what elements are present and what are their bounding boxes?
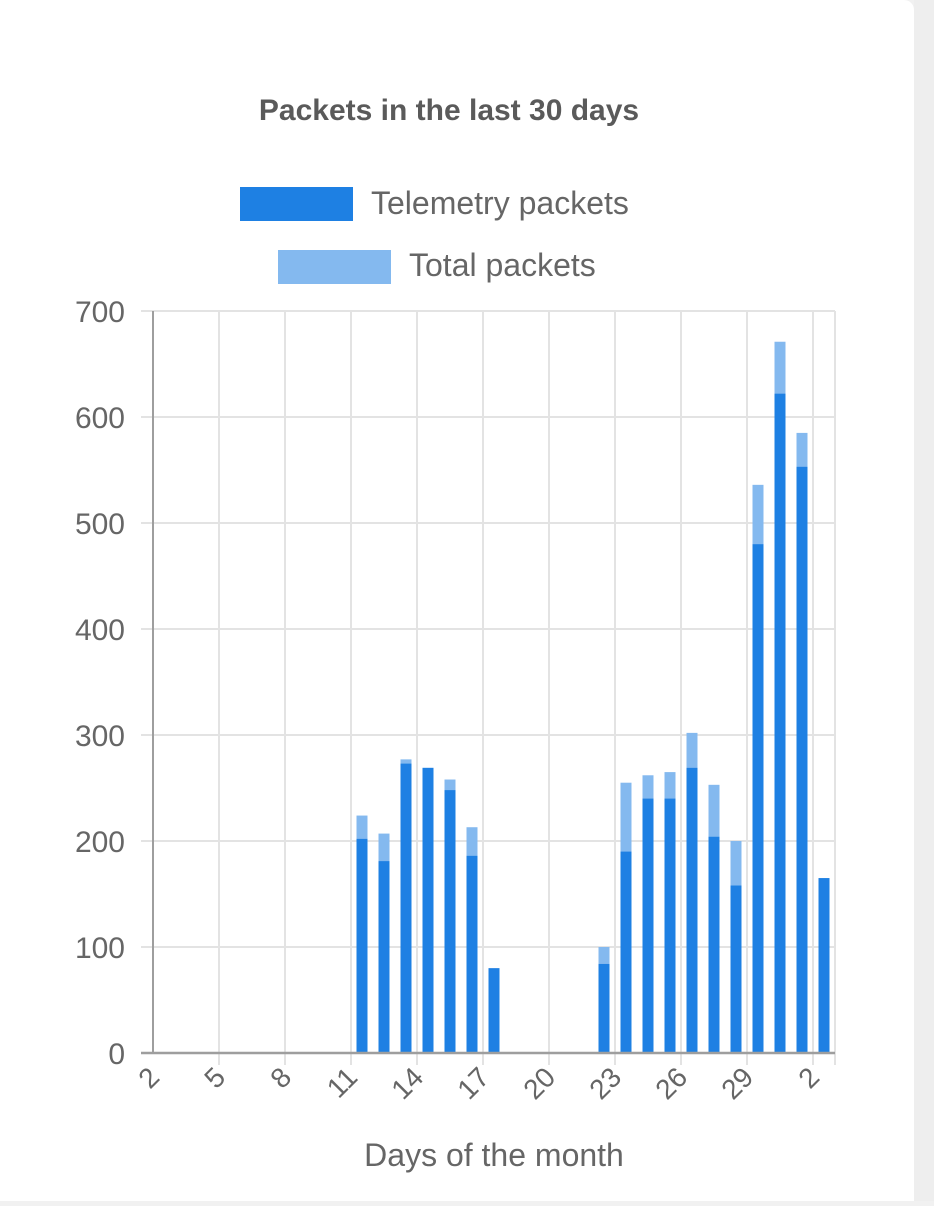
bar-telemetry[interactable] <box>752 544 764 1053</box>
legend-swatch-telemetry <box>240 187 353 221</box>
y-tick-label: 500 <box>75 508 125 541</box>
bar-telemetry[interactable] <box>356 838 368 1053</box>
x-tick-label: 8 <box>264 1061 297 1094</box>
bar-telemetry[interactable] <box>598 963 610 1053</box>
bar-telemetry[interactable] <box>708 836 720 1053</box>
y-tick-label: 600 <box>75 402 125 435</box>
x-tick-label: 2 <box>792 1061 825 1094</box>
bar-telemetry[interactable] <box>488 968 500 1053</box>
bar-telemetry[interactable] <box>400 763 412 1053</box>
bar-telemetry[interactable] <box>664 798 676 1053</box>
bar-telemetry[interactable] <box>730 885 742 1053</box>
legend-item-total[interactable]: Total packets <box>278 247 596 284</box>
y-tick-label: 200 <box>75 826 125 859</box>
x-tick-label: 23 <box>583 1061 627 1105</box>
x-tick-label: 20 <box>517 1061 561 1105</box>
y-tick-label: 0 <box>108 1038 125 1071</box>
legend-label-total: Total packets <box>409 247 596 283</box>
y-axis-ticks: 0 100 200 300 400 500 600 700 <box>75 296 125 1071</box>
x-tick-label: 17 <box>451 1061 495 1105</box>
bar-telemetry[interactable] <box>686 767 698 1053</box>
legend-item-telemetry[interactable]: Telemetry packets <box>240 185 629 221</box>
x-tick-label: 5 <box>198 1061 231 1094</box>
bar-telemetry[interactable] <box>774 393 786 1053</box>
bar-telemetry[interactable] <box>378 861 390 1053</box>
x-tick-label: 2 <box>132 1061 165 1094</box>
bar-telemetry[interactable] <box>796 466 808 1053</box>
y-tick-label: 400 <box>75 614 125 647</box>
x-axis-ticks: 2 5 8 11 14 17 20 23 26 29 2 <box>132 1061 825 1105</box>
x-tick-label: 26 <box>649 1061 693 1105</box>
chart-title: Packets in the last 30 days <box>259 94 639 127</box>
legend-swatch-total <box>278 250 391 284</box>
bars <box>356 341 830 1054</box>
x-tick-label: 11 <box>321 1061 363 1103</box>
chart-legend[interactable]: Telemetry packets Total packets <box>240 185 629 284</box>
bar-telemetry[interactable] <box>642 798 654 1053</box>
x-tick-label: 14 <box>385 1061 429 1105</box>
bar-telemetry[interactable] <box>620 851 632 1053</box>
packets-chart: Packets in the last 30 days Telemetry pa… <box>75 94 836 1173</box>
bar-telemetry[interactable] <box>466 855 478 1053</box>
legend-label-telemetry: Telemetry packets <box>371 185 629 221</box>
y-tick-label: 300 <box>75 720 125 753</box>
axes <box>141 311 835 1055</box>
x-tick-label: 29 <box>715 1061 759 1105</box>
y-tick-label: 100 <box>75 932 125 965</box>
x-axis-label: Days of the month <box>364 1137 624 1173</box>
y-tick-label: 700 <box>75 296 125 329</box>
chart-card: Packets in the last 30 days Telemetry pa… <box>0 0 914 1201</box>
bar-telemetry[interactable] <box>444 790 456 1053</box>
gridlines <box>141 310 836 1065</box>
scrollbar[interactable] <box>914 0 934 1201</box>
bar-telemetry[interactable] <box>818 878 830 1053</box>
bar-telemetry[interactable] <box>422 767 434 1053</box>
